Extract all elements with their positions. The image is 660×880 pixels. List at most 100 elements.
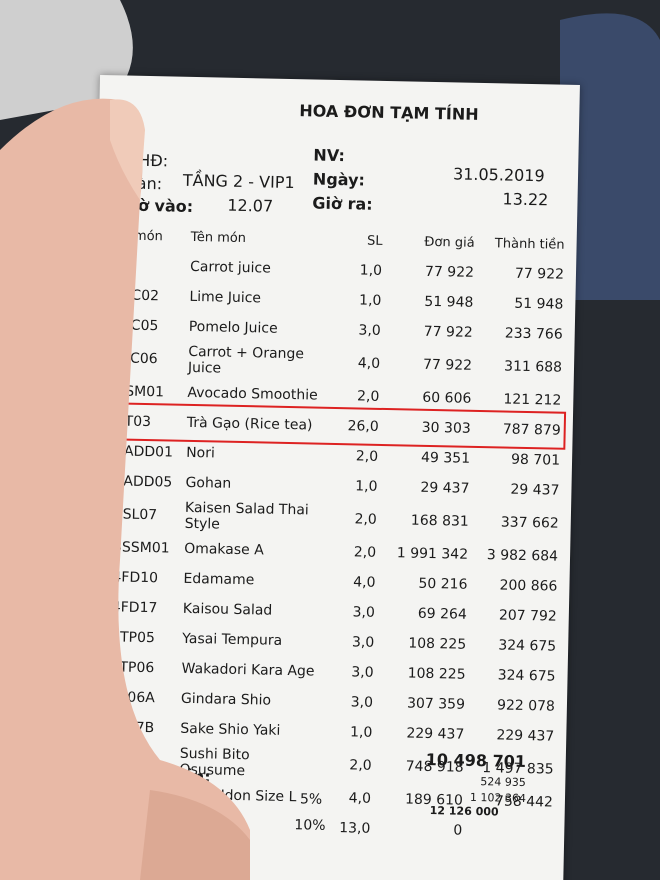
item-cell: 04FD10 <box>103 569 159 587</box>
item-cell: Nori <box>185 444 216 462</box>
item-cell: 4,0 <box>353 574 376 591</box>
column-header: Đơn giá <box>424 234 475 251</box>
item-cell: Carrot + Orange Juice <box>187 343 305 377</box>
label: Ngày: <box>312 169 366 190</box>
item-cell: 50 216 <box>418 575 468 593</box>
item-cell: 2,0 <box>354 511 377 528</box>
value: 31.05.2019 <box>452 164 545 186</box>
item-cell: 05TP06 <box>101 659 155 677</box>
item-cell: 77 922 <box>423 323 473 341</box>
item-cell: 311 688 <box>503 358 563 376</box>
item-cell: 229 437 <box>496 727 555 745</box>
item-cell: Pomelo Juice <box>188 318 278 337</box>
item-cell: 108 225 <box>408 635 467 653</box>
item-cell: 3,0 <box>358 322 381 339</box>
receipt: HOA ĐƠN TẠM TÍNH HĐ: NV: Bàn: TẦNG 2 - V… <box>82 74 580 880</box>
label: Giờ vào: <box>119 195 194 216</box>
item-cell: 0 <box>453 822 463 839</box>
value: 10 498 701 <box>425 749 527 772</box>
item-cell: 01T03 <box>106 413 152 431</box>
item-cell: 337 662 <box>500 514 559 532</box>
item-cell: Avocado Smoothie <box>187 384 318 404</box>
item-cell: 77 922 <box>424 263 475 281</box>
label: Bàn: <box>125 173 163 194</box>
item-cell: 05Y06A <box>100 689 155 707</box>
label: T: <box>218 847 236 867</box>
value: 1 102 364 <box>469 790 527 806</box>
item-cell: 3,0 <box>350 694 374 711</box>
item-cell: 10FR001 <box>98 815 161 833</box>
item-cell: 69 264 <box>417 605 467 623</box>
item-cell: 1,0 <box>358 292 382 309</box>
item-cell: 001 <box>109 257 137 274</box>
item-cell: 3,0 <box>351 634 375 651</box>
item-cell: Omakase A <box>183 540 264 559</box>
item-cell: 01JC02 <box>109 287 160 305</box>
item-cell: 324 675 <box>498 637 557 655</box>
item-cell: 1,0 <box>349 724 373 741</box>
label: NV: <box>313 145 346 166</box>
item-cell: 02SL07 <box>104 506 158 524</box>
item-cell: 168 831 <box>410 512 469 530</box>
item-cell: 49 351 <box>420 449 471 467</box>
value: 12 126 000 <box>429 804 499 819</box>
item-cell: 4,0 <box>357 355 381 372</box>
item-cell: 2,0 <box>356 388 380 405</box>
item-cell: 2,0 <box>355 448 379 465</box>
item-cell: 2,0 <box>353 544 377 561</box>
item-cell: Gohan <box>185 474 232 492</box>
item-cell: 98 701 <box>510 451 561 469</box>
item-cell: 307 359 <box>406 695 466 713</box>
item-cell: 3,0 <box>352 604 376 621</box>
value: 12.07 <box>227 195 274 216</box>
item-cell: 108 225 <box>407 665 466 683</box>
item-cell: 200 866 <box>499 577 558 595</box>
item-cell: 05Y07B <box>100 719 155 737</box>
item-cell: 77 922 <box>514 265 565 283</box>
item-cell: 01SM01 <box>107 383 165 401</box>
item-cell: 29 437 <box>420 479 470 497</box>
value: 524 935 <box>480 775 526 790</box>
item-cell: 51 948 <box>514 295 564 313</box>
item-cell: 26,0 <box>347 418 379 435</box>
item-cell: 233 766 <box>504 325 563 343</box>
item-cell: 1 991 342 <box>396 545 469 563</box>
value: 13.22 <box>502 189 549 210</box>
item-cell: 02ADD05 <box>105 473 173 491</box>
label: Giờ ra: <box>312 193 373 214</box>
item-cell: 229 437 <box>406 725 465 743</box>
item-cell: 121 212 <box>503 391 562 409</box>
item-cell: Carrot juice <box>189 258 271 277</box>
label: Tiền phí dịch vụ <box>104 800 216 819</box>
value: TẦNG 2 - VIP1 <box>182 170 295 193</box>
item-cell: 60 606 <box>422 389 472 407</box>
item-cell: Kaisen Salad Thai Style <box>184 499 309 533</box>
item-cell: Edamame <box>183 570 255 589</box>
item-cell: Trà Gạo (Rice tea) <box>186 414 313 434</box>
item-cell: 922 078 <box>496 697 556 715</box>
value: 10% <box>294 817 326 834</box>
receipt-title: HOA ĐƠN TẠM TÍNH <box>299 101 479 124</box>
item-cell: 29 437 <box>510 481 560 499</box>
item-cell: Gindara Shio <box>180 690 272 709</box>
item-cell: 30 303 <box>421 419 471 437</box>
item-cell: Lime Juice <box>189 288 262 307</box>
item-cell: 1,0 <box>359 262 383 279</box>
label: HĐ: <box>138 150 169 171</box>
item-cell: 324 675 <box>497 667 556 685</box>
item-cell: Wakadori Kara Age <box>181 660 315 680</box>
item-cell: 05TP05 <box>102 629 156 647</box>
item-cell: Kaisou Salad <box>182 600 273 619</box>
column-header: Mã món <box>110 227 164 244</box>
item-cell: 51 948 <box>424 293 474 311</box>
item-cell: 01JC05 <box>108 317 159 335</box>
item-cell: 4,0 <box>348 790 372 807</box>
item-cell: 3,0 <box>351 664 374 681</box>
value: 5% <box>299 791 323 808</box>
item-cell: 1,0 <box>355 478 378 495</box>
column-header: Tên món <box>190 229 247 246</box>
column-header: Thành tiền <box>494 235 565 253</box>
item-cell: 207 792 <box>498 607 557 625</box>
